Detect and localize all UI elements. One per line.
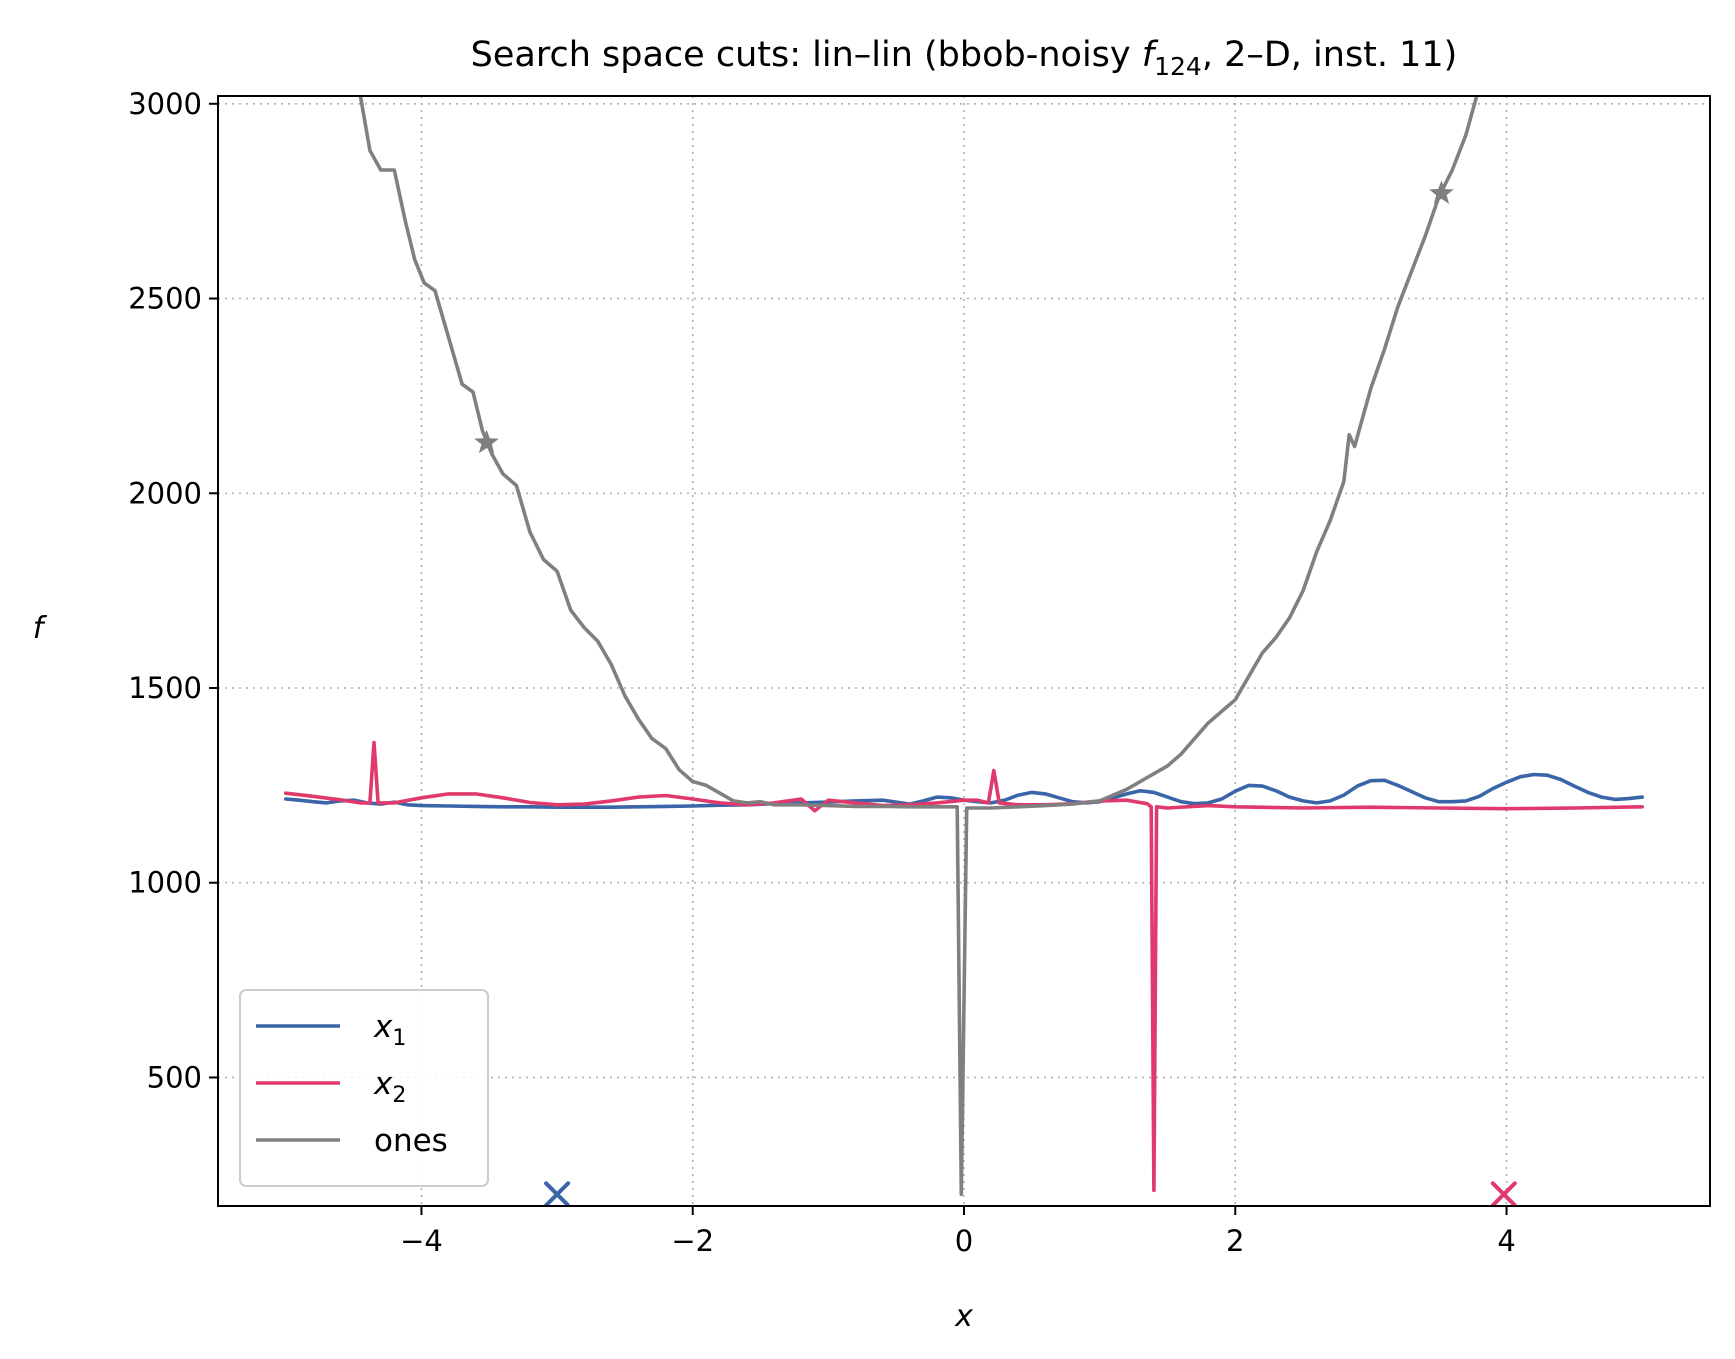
axis-ticks: −4 −2 0 2 4 500 1000 1500 2000 2500 3000 xyxy=(128,87,1516,1258)
x-marker-stroke xyxy=(1490,1181,1517,1206)
star-marker xyxy=(1429,180,1454,204)
x-marker xyxy=(544,1181,571,1206)
x-axis-label: x xyxy=(954,1299,973,1334)
x-tick-label: 4 xyxy=(1497,1224,1515,1258)
x-marker xyxy=(1490,1181,1517,1206)
x-tick-label: −4 xyxy=(400,1224,443,1258)
y-tick-label: 500 xyxy=(147,1060,202,1094)
star-marker xyxy=(474,429,499,454)
marker-layer xyxy=(474,180,1517,1206)
legend-label-1: x1 xyxy=(373,1009,406,1051)
y-tick-label: 1500 xyxy=(128,671,202,705)
chart-title: Search space cuts: lin–lin (bbob-noisy f… xyxy=(471,35,1458,81)
y-tick-label: 2000 xyxy=(128,476,202,510)
legend-label-2: x2 xyxy=(373,1066,406,1108)
x-tick-label: 2 xyxy=(1226,1224,1244,1258)
x-tick-label: −2 xyxy=(671,1224,714,1258)
series-line-2 xyxy=(284,740,1644,1193)
legend: x1 x2 ones xyxy=(239,989,489,1187)
series-line-3 xyxy=(358,96,1479,1197)
y-tick-label: 2500 xyxy=(128,282,202,316)
y-tick-label: 3000 xyxy=(128,87,202,121)
legend-box xyxy=(239,989,489,1187)
x-tick-label: 0 xyxy=(955,1224,973,1258)
x-marker-stroke xyxy=(544,1181,571,1206)
legend-label-3: ones xyxy=(374,1123,448,1159)
y-axis-label: f xyxy=(33,611,48,646)
y-tick-label: 1000 xyxy=(128,866,202,900)
series-layer xyxy=(284,96,1644,1197)
